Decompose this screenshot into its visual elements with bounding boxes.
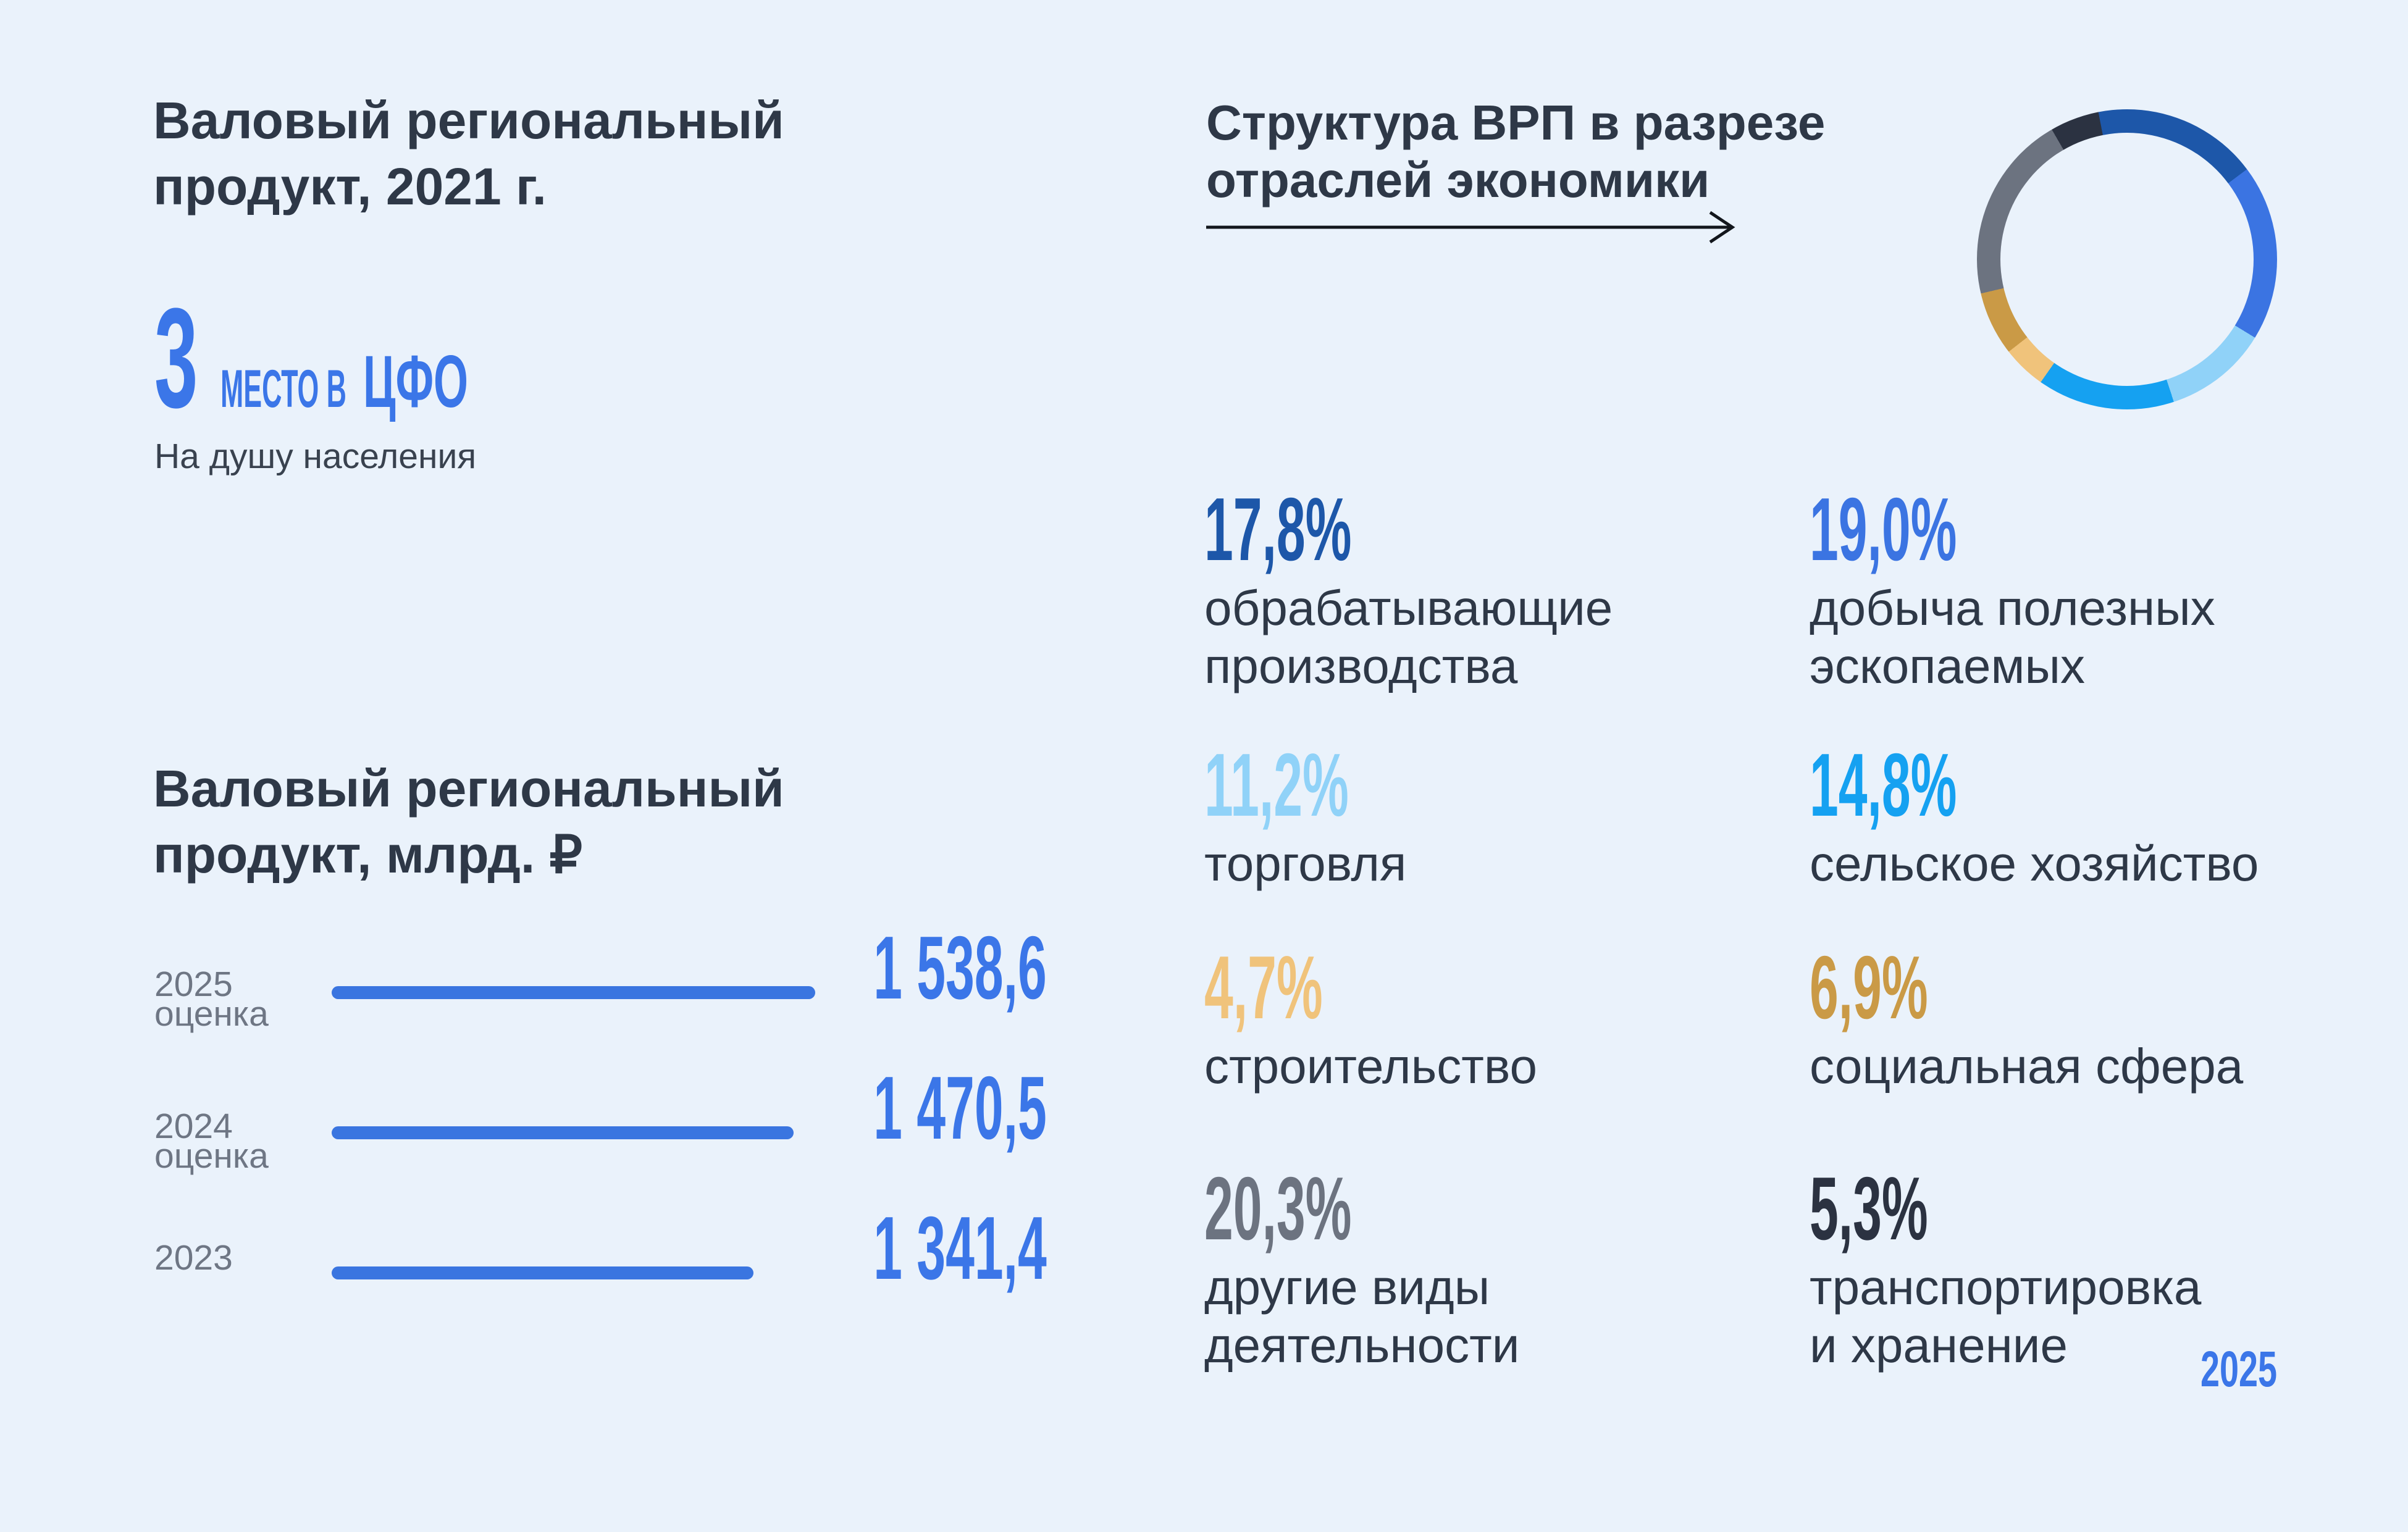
sector-trade: 11,2% торговля (1204, 740, 1453, 893)
year-label-2023: 2023 (154, 1238, 233, 1278)
year-badge: 2025 (2200, 1341, 2278, 1397)
year-label-2024: 2024 оценка (154, 1107, 269, 1176)
rank-region-label: ЦФО (363, 340, 469, 423)
sector-pct: 19,0% (1810, 479, 1957, 579)
sector-pct: 6,9% (1810, 937, 1928, 1037)
bar-2023 (332, 1266, 753, 1279)
sector-manufacturing: 17,8% обрабатывающие производства (1204, 485, 1613, 695)
year-note: оценка (154, 994, 269, 1034)
grp-2021-title: Валовый региональный продукт, 2021 г. (153, 91, 784, 216)
vrp-structure-title: Структура ВРП в разрезе отраслей экономи… (1206, 95, 1826, 207)
bar-value-2025: 1 538,6 (873, 918, 1047, 1018)
sector-name: сельское хозяйство (1810, 836, 2259, 891)
sector-name: другие виды деятельности (1204, 1260, 1520, 1373)
year-note: оценка (154, 1136, 269, 1176)
sector-name: обрабатывающие производства (1204, 580, 1613, 693)
sector-name: торговля (1204, 836, 1407, 891)
bar-2024 (332, 1126, 794, 1139)
sector-pct: 14,8% (1810, 735, 1957, 835)
year-label-2025: 2025 оценка (154, 965, 269, 1034)
sector-social: 6,9% социальная сфера (1810, 943, 2243, 1095)
per-capita-label: На душу населения (154, 437, 477, 476)
sector-construction: 4,7% строительство (1204, 943, 1537, 1095)
sector-pct: 20,3% (1204, 1158, 1352, 1258)
grp-structure-donut (1977, 109, 2277, 409)
sector-mining: 19,0% добыча полезных эскопаемых (1810, 485, 2215, 695)
sector-transport: 5,3% транспортировка и хранение (1810, 1164, 2201, 1375)
sector-name: транспортировка и хранение (1810, 1260, 2202, 1373)
bar-value-2023: 1 341,4 (873, 1198, 1047, 1298)
grp-billions-title: Валовый региональный продукт, млрд. ₽ (153, 760, 784, 884)
bar-2025 (332, 986, 815, 999)
sector-name: социальная сфера (1810, 1039, 2244, 1094)
rank-place-label: МЕСТО В (220, 359, 346, 419)
sector-name: добыча полезных эскопаемых (1810, 580, 2215, 693)
sector-other: 20,3% другие виды деятельности (1204, 1164, 1519, 1375)
sector-pct: 11,2% (1204, 735, 1349, 835)
sector-pct: 17,8% (1204, 479, 1352, 579)
bar-value-2024: 1 470,5 (873, 1058, 1047, 1158)
rank-number: 3 (154, 278, 198, 437)
right-arrow-icon (1206, 211, 1735, 244)
sector-name: строительство (1204, 1039, 1537, 1094)
sector-pct: 4,7% (1204, 937, 1323, 1037)
sector-agriculture: 14,8% сельское хозяйство (1810, 740, 2259, 893)
sector-pct: 5,3% (1810, 1158, 1928, 1258)
